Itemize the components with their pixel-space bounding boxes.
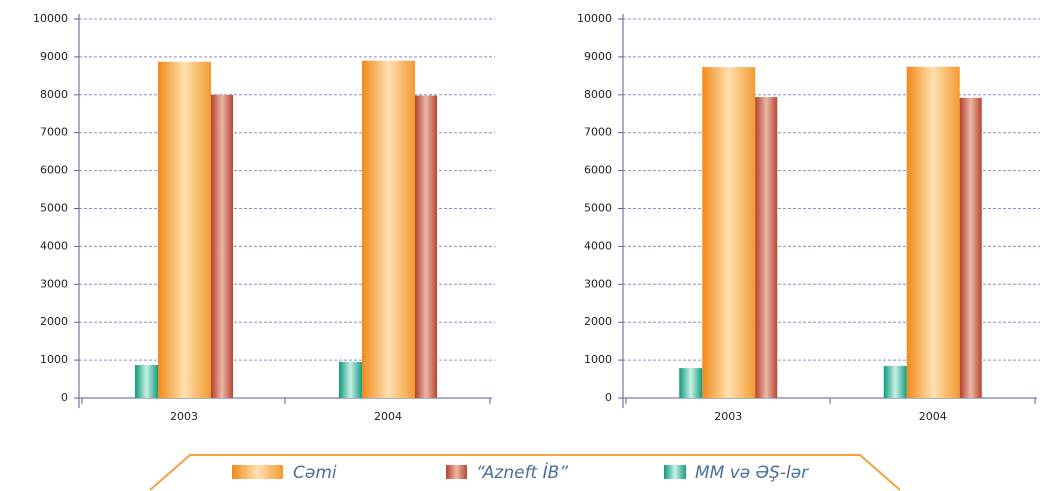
bar [339,361,362,398]
y-tick-label: 4000 [584,239,612,252]
x-tick-label: 2004 [374,410,402,423]
x-tick-label: 2004 [919,410,947,423]
y-tick-label: 7000 [40,126,68,139]
y-tick-label: 10000 [577,12,612,25]
bar [959,97,982,398]
y-tick-label: 9000 [40,50,68,63]
y-tick-label: 7000 [584,126,612,139]
y-tick-label: 9000 [584,50,612,63]
legend-swatch [446,465,467,479]
bar [906,66,960,398]
y-tick-label: 3000 [584,277,612,290]
y-tick-label: 0 [605,391,612,404]
legend-label: MM və ƏŞ-lər [695,463,809,483]
y-tick-label: 5000 [584,202,612,215]
y-tick-label: 6000 [584,164,612,177]
bar [415,95,437,399]
bar [135,365,158,398]
y-tick-label: 2000 [40,315,68,328]
bar [702,67,756,399]
x-tick-label: 2003 [170,410,198,423]
y-tick-label: 2000 [584,315,612,328]
y-tick-label: 10000 [33,12,68,25]
legend-label: “Azneft İB” [476,462,568,483]
y-tick-label: 6000 [40,164,68,177]
y-tick-label: 4000 [40,239,68,252]
legend: Cəmi “Azneft İB” MM və ƏŞ-lər [232,462,809,483]
legend-frame [149,454,901,491]
bar [679,368,703,398]
y-tick-label: 1000 [584,353,612,366]
y-tick-label: 5000 [40,202,68,215]
legend-label: Cəmi [293,463,337,483]
y-tick-label: 8000 [584,88,612,101]
y-tick-label: 0 [61,391,68,404]
legend-swatch [664,465,686,479]
bar [755,97,778,398]
bar [883,365,907,398]
y-tick-label: 1000 [40,353,68,366]
bar [362,60,415,398]
y-tick-label: 8000 [40,88,68,101]
legend-swatch [232,465,283,479]
bar [211,94,233,399]
bar [158,61,211,399]
y-tick-label: 3000 [40,277,68,290]
x-tick-label: 2003 [714,410,742,423]
